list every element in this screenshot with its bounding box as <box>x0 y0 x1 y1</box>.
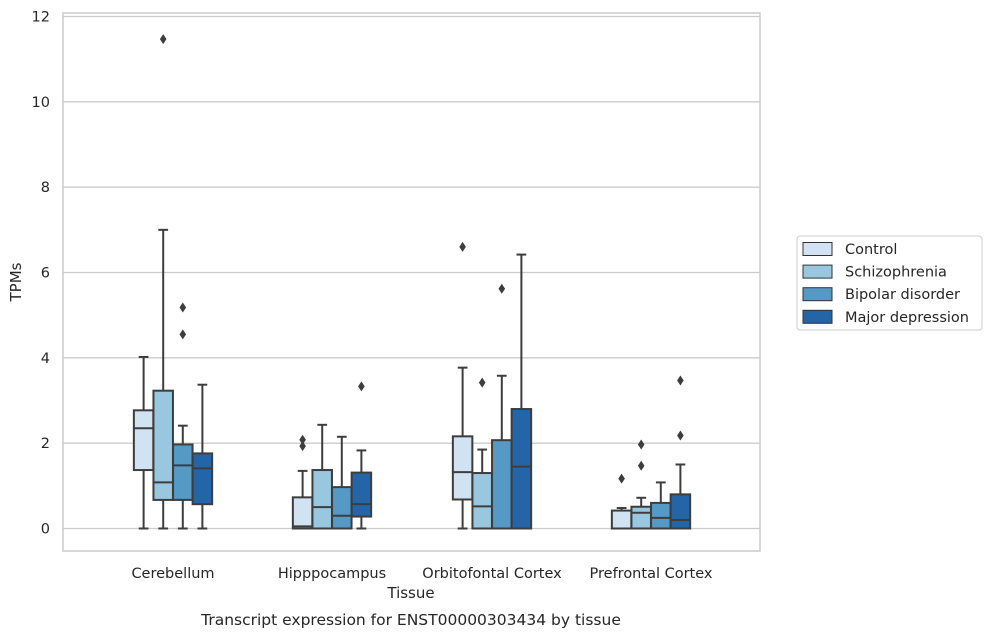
box-iqr <box>331 486 353 530</box>
legend-label: Schizophrenia <box>845 265 947 281</box>
box-iqr <box>172 443 194 501</box>
legend-swatch <box>802 309 833 324</box>
outlier-point <box>677 375 684 386</box>
outlier-point <box>498 283 506 294</box>
y-tick-label: 8 <box>41 180 50 196</box>
box <box>132 355 155 530</box>
y-tick-label: 12 <box>32 10 50 26</box>
legend-swatch <box>802 264 833 279</box>
outlier-point <box>637 460 645 471</box>
x-axis-label: Tissue <box>386 584 434 602</box>
box <box>311 423 333 530</box>
legend-swatch <box>802 287 833 302</box>
box-iqr <box>510 408 533 530</box>
y-tick-label: 2 <box>41 436 50 452</box>
box-iqr <box>350 471 373 518</box>
box-iqr <box>630 505 652 530</box>
box <box>172 302 194 530</box>
legend-label: Bipolar disorder <box>845 287 960 303</box>
outlier-point <box>358 381 365 392</box>
box <box>152 34 174 530</box>
box <box>451 241 474 530</box>
box <box>630 439 652 530</box>
box-iqr <box>669 493 692 530</box>
box-iqr <box>650 501 672 530</box>
boxes-layer <box>132 34 692 530</box>
box <box>331 435 353 530</box>
outlier-point <box>159 34 167 45</box>
y-tick-label: 4 <box>41 351 50 367</box>
outlier-point <box>677 430 684 441</box>
box <box>610 473 633 530</box>
box <box>191 383 214 530</box>
outlier-point <box>637 439 645 450</box>
plot-area-frame <box>62 12 761 552</box>
grid-layer <box>63 15 760 530</box>
legend-label: Control <box>845 242 897 258</box>
outlier-point <box>618 473 625 484</box>
box <box>491 283 513 530</box>
y-tick-label: 0 <box>41 522 50 538</box>
y-axis-label: TPMs <box>7 262 25 302</box>
legend: Control Schizophrenia Bipolar disorder Majo… <box>796 235 983 331</box>
legend-frame <box>796 235 983 331</box>
box <box>350 381 373 530</box>
box <box>471 377 493 530</box>
x-tick-label: Hipppocampus <box>278 566 386 582</box>
box-iqr <box>152 389 174 501</box>
x-tick-label: Orbitofontal Cortex <box>422 566 562 582</box>
box-iqr <box>291 496 314 530</box>
outlier-point <box>179 329 187 340</box>
box <box>510 253 533 530</box>
box <box>291 434 314 530</box>
x-tick-label: Cerebellum <box>131 566 214 582</box>
box-iqr <box>132 409 155 472</box>
outlier-point <box>299 441 306 452</box>
box-iqr <box>451 435 474 501</box>
box <box>669 375 692 530</box>
chart-caption: Transcript expression for ENST0000030343… <box>200 611 621 629</box>
outlier-point <box>299 434 306 445</box>
outlier-point <box>179 302 187 313</box>
box <box>650 481 672 530</box>
y-tick-label: 10 <box>32 95 50 111</box>
x-tick-label: Prefrontal Cortex <box>590 566 713 582</box>
legend-label: Major depression <box>845 310 969 326</box>
y-tick-labels: 0 2 4 6 8 10 12 <box>32 10 50 538</box>
box-iqr <box>191 452 214 506</box>
outlier-point <box>478 377 486 388</box>
x-tick-labels: Cerebellum Hipppocampus Orbitofontal Corte… <box>131 566 712 582</box>
legend-swatch <box>802 242 833 256</box>
y-tick-label: 6 <box>41 266 50 282</box>
box-iqr <box>471 472 493 530</box>
box-iqr <box>311 469 333 530</box>
outlier-point <box>459 241 466 252</box>
box-iqr <box>610 509 633 530</box>
box-iqr <box>491 439 513 530</box>
